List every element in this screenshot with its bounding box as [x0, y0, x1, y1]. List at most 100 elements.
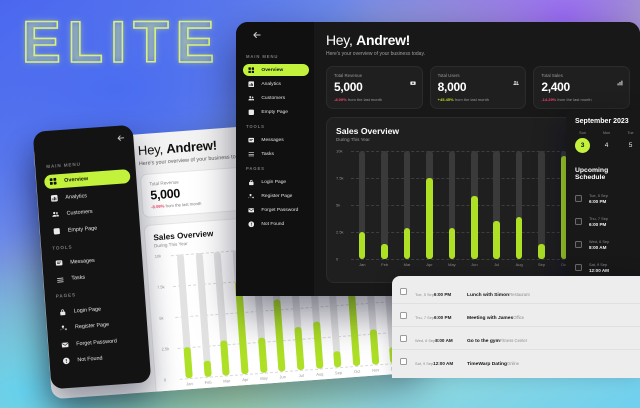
sidebar-item-not-found[interactable]: Not Found	[57, 348, 144, 369]
upcoming-checkbox[interactable]	[575, 195, 582, 202]
stat-label: Total Revenue	[334, 73, 363, 78]
gridline	[351, 231, 620, 233]
bar-column: Aug	[508, 150, 530, 267]
schedule-row[interactable]: Sat, 9 Sep12:00 AM TimeWarp DatingOnline	[392, 349, 640, 372]
sidebar-item-register-page[interactable]: Register Page	[55, 316, 142, 337]
schedule-list-panel: Tue, 5 Sep6:00 PM Lunch with SimonRestaur…	[392, 276, 640, 378]
info-icon	[63, 357, 71, 365]
message-icon	[55, 259, 63, 267]
sidebar-item-empty-page[interactable]: Empty Page	[48, 218, 135, 239]
x-axis-tick: Oct	[353, 368, 361, 375]
x-axis-tick: Apr	[426, 261, 433, 267]
upcoming-item[interactable]: Wed, 6 Sep 8:00 AM	[575, 233, 640, 256]
schedule-row[interactable]: Wed, 6 Sep8:00 AM Go to the gymFitness Ce…	[392, 326, 640, 349]
collapse-sidebar-icon[interactable]	[116, 133, 126, 143]
stat-label: Total Users	[437, 73, 460, 78]
upcoming-item[interactable]: Sat, 9 Sep 12:00 AM	[575, 256, 640, 279]
schedule-row[interactable]: Tue, 5 Sep6:00 PM Lunch with SimonRestaur…	[392, 280, 640, 303]
sales-bar-chart-dark: 10k 7.5k 5k 2.5k 0 Jan Feb Mar Apr May Jun Jul Aug Se…	[336, 148, 620, 269]
sidebar-item-customers[interactable]: Customers	[243, 92, 309, 104]
sidebar-item-overview[interactable]: Overview	[243, 64, 309, 77]
list-icon	[57, 276, 65, 284]
schedule-checkbox[interactable]	[400, 334, 407, 342]
calendar-day-number[interactable]: 3	[575, 138, 590, 153]
schedule-row[interactable]: Thu, 7 Sep6:00 PM Meeting with JamesOffic…	[392, 303, 640, 326]
schedule-time: 6:00 PM	[434, 315, 452, 320]
bars-icon	[617, 80, 623, 86]
sidebar-item-forget-password[interactable]: Forget Password	[56, 332, 143, 353]
calendar-day-number[interactable]: 5	[628, 142, 633, 149]
upcoming-item[interactable]: Tue, 5 Sep 6:00 PM	[575, 187, 640, 210]
sidebar-item-analytics[interactable]: Analytics	[243, 78, 309, 90]
upcoming-datetime: Wed, 6 Sep 8:00 AM	[589, 239, 609, 250]
sidebar-nav-left: MAIN MENU Overview Analytics Customers Empty…	[43, 151, 144, 371]
sidebar-item-analytics[interactable]: Analytics	[45, 185, 132, 206]
calendar-day-cell[interactable]: Sun 3	[575, 131, 590, 153]
sidebar-section-title: PAGES	[246, 166, 265, 172]
sidebar-item-messages[interactable]: Messages	[243, 134, 309, 146]
schedule-checkbox[interactable]	[400, 311, 407, 319]
square-icon	[53, 227, 61, 235]
sidebar-item-label: Register Page	[74, 321, 110, 331]
users-icon	[248, 95, 255, 102]
bar	[381, 244, 388, 259]
grid-icon	[50, 178, 58, 186]
stat-card-total-revenue: Total Revenue 5,000 -8.09% from the last m…	[326, 66, 423, 109]
stat-delta-value: -8.09%	[150, 203, 165, 210]
sidebar-item-customers[interactable]: Customers	[46, 202, 133, 223]
upcoming-datetime: Thu, 7 Sep 6:00 PM	[589, 216, 608, 227]
sidebar-item-register-page[interactable]: Register Page	[243, 190, 309, 202]
bar	[426, 177, 433, 259]
y-axis-tick: 10k	[154, 253, 162, 259]
schedule-checkbox[interactable]	[400, 357, 407, 365]
sidebar-item-empty-page[interactable]: Empty Page	[243, 106, 309, 118]
calendar-day-number[interactable]: 4	[604, 142, 609, 149]
sidebar-item-tasks[interactable]: Tasks	[243, 148, 309, 160]
gridline	[351, 150, 620, 152]
y-axis-tick: 7.5k	[336, 175, 344, 180]
sidebar-item-overview[interactable]: Overview	[43, 169, 131, 190]
sidebar-item-label: Empty Page	[261, 109, 289, 115]
x-axis-tick: Sep	[538, 261, 546, 267]
upcoming-checkbox[interactable]	[575, 264, 582, 271]
x-axis-tick: Mar	[403, 261, 411, 267]
bar-column: Jun	[463, 150, 485, 267]
sidebar-item-messages[interactable]: Messages	[50, 250, 137, 271]
sidebar-item-tasks[interactable]: Tasks	[51, 267, 138, 288]
bar-column: Jan	[351, 150, 373, 267]
bar	[560, 155, 568, 259]
sidebar-nav-dark: MAIN MENU Overview Analytics Customers Empty…	[243, 48, 309, 232]
upcoming-date: Tue, 5 Sep	[589, 193, 608, 198]
schedule-checkbox[interactable]	[400, 288, 407, 295]
schedule-time: 6:00 PM	[433, 291, 452, 297]
schedule-datetime: Tue, 5 Sep6:00 PM	[415, 283, 459, 301]
x-axis-tick: Aug	[515, 261, 523, 267]
calendar-day-cell[interactable]: Tue 5	[623, 131, 638, 153]
collapse-sidebar-icon-dark[interactable]	[252, 30, 262, 40]
y-axis-tick: 0	[163, 377, 167, 383]
bar	[493, 220, 500, 259]
sidebar-item-label: Messages	[261, 137, 284, 143]
stat-value: 8,000	[437, 80, 467, 94]
schedule-title: Meeting with James	[467, 316, 514, 321]
bar	[312, 321, 323, 369]
upcoming-checkbox[interactable]	[575, 218, 582, 225]
sidebar-item-label: Register Page	[261, 193, 293, 199]
bar	[358, 231, 366, 259]
upcoming-item[interactable]: Thu, 7 Sep 6:00 PM	[575, 210, 640, 233]
schedule-info: TimeWarp DatingOnline	[467, 352, 519, 370]
money-icon	[410, 80, 416, 86]
upcoming-checkbox[interactable]	[575, 241, 582, 248]
schedule-date: Tue, 5 Sep	[415, 291, 434, 297]
x-axis-tick: Oct	[560, 261, 568, 267]
sidebar-section-title: TOOLS	[246, 124, 265, 130]
upcoming-time: 6:00 PM	[589, 199, 607, 204]
sidebar-item-forget-password[interactable]: Forget Password	[243, 204, 309, 216]
sidebar-item-login-page[interactable]: Login Page	[243, 176, 309, 188]
sidebar-item-not-found[interactable]: Not Found	[243, 218, 309, 230]
x-axis-tick: May	[260, 375, 268, 381]
sidebar-item-login-page[interactable]: Login Page	[53, 299, 140, 320]
calendar-day-cell[interactable]: Mon 4	[599, 131, 614, 153]
schedule-place: Restaurant	[509, 291, 530, 297]
sidebar-item-label: Overview	[64, 176, 89, 184]
